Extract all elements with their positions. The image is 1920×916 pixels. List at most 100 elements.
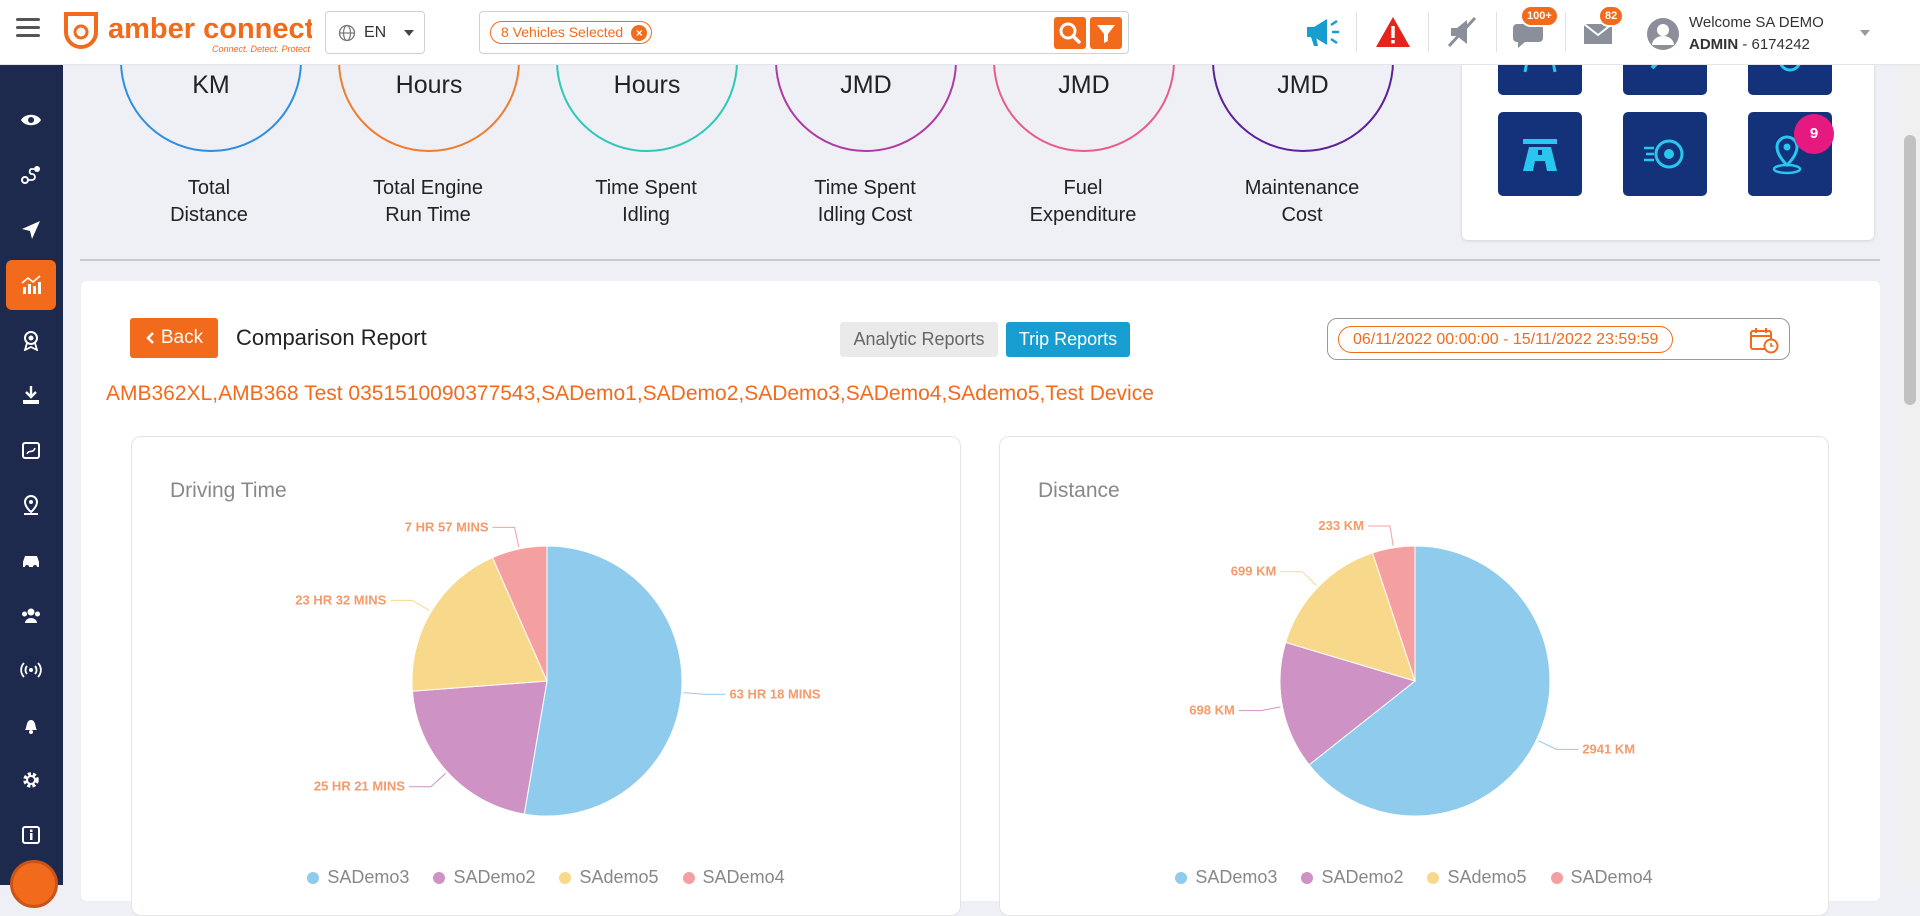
pie-data-label: 699 KM xyxy=(1231,564,1277,579)
mute-icon[interactable] xyxy=(1443,14,1483,50)
sidebar-item-users[interactable] xyxy=(6,590,56,640)
legend-swatch xyxy=(1427,871,1440,884)
tab-trip-reports[interactable]: Trip Reports xyxy=(1006,322,1130,357)
vehicles-selected-chip[interactable]: 8 Vehicles Selected × xyxy=(490,21,653,44)
user-menu[interactable]: Welcome SA DEMO ADMIN - 6174242 xyxy=(1645,12,1895,54)
legend-swatch xyxy=(1175,871,1188,884)
pie-slice-sademo2[interactable] xyxy=(1279,641,1417,766)
summary-label-line: Time Spent xyxy=(814,177,916,199)
download-icon xyxy=(23,386,39,404)
chat-notifications-icon[interactable]: 100+ xyxy=(1511,5,1559,50)
summary-label-line: Expenditure xyxy=(1029,204,1137,226)
role-id: - 6174242 xyxy=(1738,36,1810,53)
legend-item[interactable]: SADemo4 xyxy=(682,867,785,888)
summary-label-line: Idling xyxy=(622,204,670,226)
calendar-clock-icon[interactable] xyxy=(1749,326,1779,354)
section-divider xyxy=(80,259,1880,261)
page-scrollbar[interactable] xyxy=(1900,65,1920,885)
sidebar-item-navigation[interactable] xyxy=(6,205,56,255)
summary-label: Total Distance xyxy=(109,175,309,229)
sidebar-item-routes[interactable] xyxy=(6,150,56,200)
quick-button-highway[interactable] xyxy=(1498,112,1582,196)
pie-leader-line xyxy=(1280,571,1318,586)
pie-slice-sademo5[interactable] xyxy=(411,556,548,692)
summary-label: Time Spent Idling xyxy=(546,175,746,229)
location-icon xyxy=(23,494,39,515)
svg-text:Connect. Detect. Protect: Connect. Detect. Protect xyxy=(212,44,311,54)
legend-item[interactable]: SADemo4 xyxy=(1550,867,1653,888)
analytics-icon xyxy=(21,275,41,294)
back-button[interactable]: Back xyxy=(130,318,218,358)
globe-icon xyxy=(338,24,356,41)
summary-label-line: Idling Cost xyxy=(817,204,913,226)
navigation-icon xyxy=(22,221,40,239)
sidebar-item-info[interactable] xyxy=(6,810,56,860)
divider xyxy=(1428,12,1429,52)
divider xyxy=(1565,12,1566,52)
summary-label: Time Spent Idling Cost xyxy=(765,175,965,229)
legend-item[interactable]: SADemo2 xyxy=(1301,867,1403,888)
vehicle-search-input[interactable]: 8 Vehicles Selected × xyxy=(479,11,1129,54)
chevron-down-icon xyxy=(1860,30,1870,36)
distance-card: Distance 2941 KM 698 KM 699 KM 233 KM SADem… xyxy=(999,436,1829,916)
sidebar-item-trips[interactable] xyxy=(6,425,56,475)
menu-icon[interactable] xyxy=(16,18,40,40)
search-button[interactable] xyxy=(1054,17,1086,49)
pie-slice-sademo3[interactable] xyxy=(523,545,683,817)
sidebar-item-vehicles[interactable] xyxy=(6,535,56,585)
pie-slice-sademo4[interactable] xyxy=(1371,545,1416,682)
bell-icon xyxy=(25,720,37,734)
tab-analytic-reports[interactable]: Analytic Reports xyxy=(840,322,998,357)
summary-strip: KM Total Distance Hours Total Engine Run T… xyxy=(80,0,1460,250)
pie-slice-sademo3[interactable] xyxy=(1308,545,1551,817)
sidebar-item-awards[interactable] xyxy=(6,315,56,365)
welcome-text: Welcome SA DEMO xyxy=(1689,14,1824,31)
pie-data-label: 698 KM xyxy=(1189,703,1235,718)
sidebar-item-live-view[interactable] xyxy=(6,95,56,145)
legend-label: SADemo4 xyxy=(1570,867,1653,887)
pie-data-label: 23 HR 32 MINS xyxy=(295,592,386,607)
date-range-picker[interactable]: 06/11/2022 00:00:00 - 15/11/2022 23:59:5… xyxy=(1327,318,1790,360)
sidebar-item-alerts[interactable] xyxy=(6,700,56,750)
sidebar-item-settings[interactable] xyxy=(6,755,56,805)
pie-slice-sademo2[interactable] xyxy=(411,680,548,815)
amber-connect-logo[interactable]: amber connect Connect. Detect. Protect xyxy=(62,8,315,56)
pie-slice-sademo4[interactable] xyxy=(491,545,548,682)
user-role: ADMIN - 6174242 xyxy=(1689,36,1810,53)
legend-label: SADemo4 xyxy=(702,867,785,887)
summary-label: Total Engine Run Time xyxy=(328,175,528,229)
legend-swatch xyxy=(307,871,320,884)
driving-time-card: Driving Time 63 HR 18 MINS 25 HR 21 MINS 2… xyxy=(131,436,961,916)
sidebar-item-downloads[interactable] xyxy=(6,370,56,420)
legend-item[interactable]: SADemo3 xyxy=(1175,867,1277,888)
language-label: EN xyxy=(364,23,387,41)
quick-button-idling[interactable] xyxy=(1623,112,1707,196)
legend-item[interactable]: SAdemo5 xyxy=(559,867,659,888)
chat-bubble-icon[interactable] xyxy=(10,860,58,908)
sidebar-item-reports[interactable] xyxy=(6,260,56,310)
legend-item[interactable]: SADemo2 xyxy=(433,867,535,888)
summary-unit: Hours xyxy=(613,71,681,99)
summary-unit: JMD xyxy=(1058,71,1110,99)
filter-button[interactable] xyxy=(1090,17,1122,49)
scrollbar-thumb[interactable] xyxy=(1904,135,1916,405)
announcement-icon[interactable] xyxy=(1303,14,1343,50)
legend-item[interactable]: SAdemo5 xyxy=(1427,867,1527,888)
mail-icon[interactable]: 82 xyxy=(1580,5,1625,50)
vehicles-selected-label: 8 Vehicles Selected xyxy=(501,24,624,40)
pie-data-label: 63 HR 18 MINS xyxy=(729,686,820,701)
role-name: ADMIN xyxy=(1689,36,1739,53)
summary-label-line: Time Spent xyxy=(595,177,697,199)
language-selector[interactable]: EN xyxy=(325,11,425,54)
summary-label: Fuel Expenditure xyxy=(983,175,1183,229)
sidebar-item-places[interactable] xyxy=(6,480,56,530)
chart-title: Driving Time xyxy=(170,479,287,502)
chevron-down-icon xyxy=(404,29,415,36)
alert-icon[interactable] xyxy=(1373,14,1413,50)
pie-leader-line xyxy=(1538,740,1579,750)
legend-item[interactable]: SADemo3 xyxy=(307,867,409,888)
clear-icon[interactable]: × xyxy=(631,25,648,41)
chart-legend: SADemo3 SADemo2 SAdemo5 SADemo4 xyxy=(132,867,960,888)
sidebar-item-devices[interactable] xyxy=(6,645,56,695)
quick-button-geofence[interactable]: 9 xyxy=(1748,112,1834,196)
